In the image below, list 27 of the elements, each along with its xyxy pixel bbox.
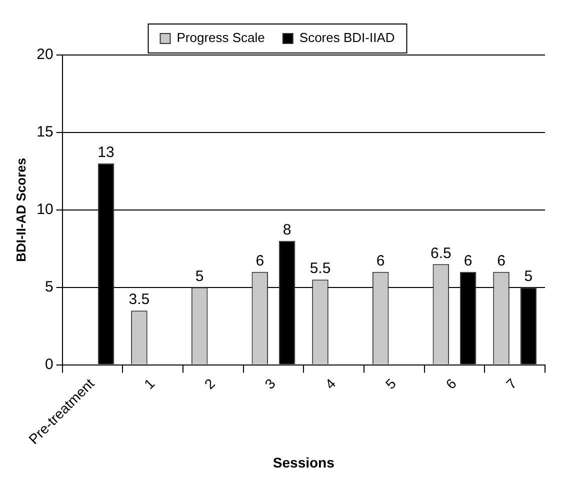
x-tick-label: 5 <box>382 375 400 392</box>
data-label: 5.5 <box>310 260 331 278</box>
y-tick-label: 20 <box>36 46 54 64</box>
y-tick-label: 5 <box>44 278 54 296</box>
data-label: 5 <box>195 268 204 285</box>
y-tick-label: 15 <box>36 124 54 141</box>
x-axis-title: Sessions <box>272 454 335 470</box>
legend-label: Scores BDI-IIAD <box>299 30 395 46</box>
y-tick-label: 10 <box>36 201 54 218</box>
x-tick-label: 6 <box>442 375 460 392</box>
data-label: 8 <box>282 222 292 239</box>
x-tick-label: 4 <box>322 375 339 392</box>
data-label: 5 <box>524 268 533 285</box>
legend-label: Progress Scale <box>176 30 265 46</box>
x-tick-label: 3 <box>261 375 278 392</box>
x-tick-label: 7 <box>502 375 520 392</box>
data-label: 6.5 <box>430 244 452 262</box>
data-label: 6 <box>497 252 506 270</box>
data-label: 6 <box>376 252 385 270</box>
data-label: 6 <box>464 252 472 270</box>
x-tick-label: 1 <box>140 375 158 392</box>
y-axis-title: BDI-II-AD Scores <box>13 158 28 262</box>
data-label: 6 <box>256 252 264 270</box>
data-label: 3.5 <box>128 291 150 308</box>
x-tick-label: 2 <box>201 375 218 392</box>
data-label: 13 <box>98 144 114 162</box>
y-tick-label: 0 <box>44 356 54 373</box>
